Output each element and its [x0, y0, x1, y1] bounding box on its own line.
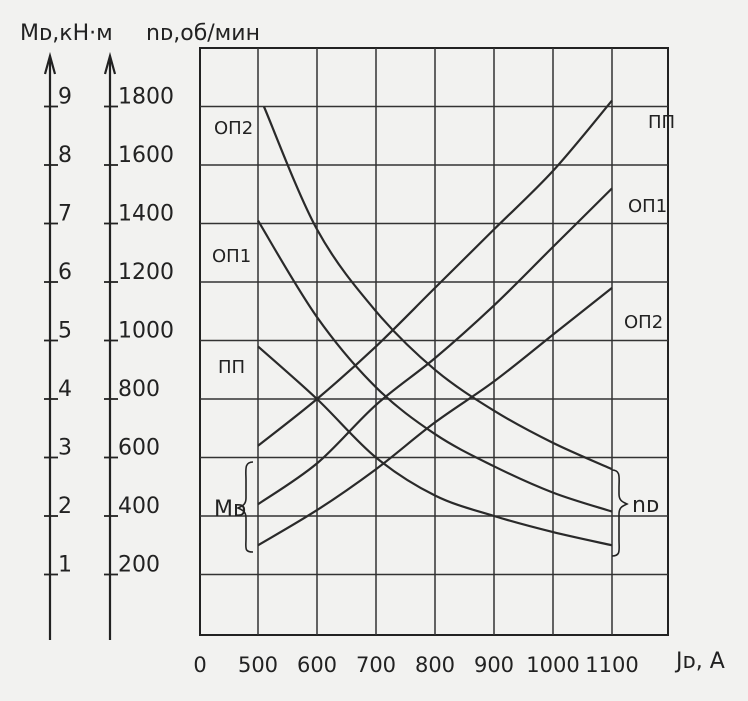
- x-tick-label: 0: [193, 653, 206, 677]
- x-tick-label: 600: [297, 653, 337, 677]
- torque-tick-label: 5: [58, 319, 72, 344]
- torque-axis-arrow: [43, 51, 57, 75]
- torque-series-label-op1: ОП1: [628, 196, 667, 217]
- grid: [199, 47, 669, 636]
- speed-tick-label: 200: [118, 553, 160, 578]
- speed-tick-label: 1200: [118, 260, 174, 285]
- speed-series-label-pp: ПП: [218, 357, 245, 378]
- torque-curve-op2: [257, 287, 613, 547]
- torque-series-label-op2: ОП2: [624, 312, 663, 333]
- torque-tick-label: 8: [58, 143, 72, 168]
- curves: [257, 99, 613, 547]
- speed-series-label-op1: ОП1: [212, 246, 251, 267]
- torque-tick-label: 6: [58, 260, 72, 285]
- torque-axis-title: Mᴅ,кН·м: [20, 21, 113, 46]
- speed-group-bracket: [611, 469, 629, 557]
- speed-series-label-op2: ОП2: [214, 118, 253, 139]
- x-tick-label: 900: [474, 653, 514, 677]
- torque-tick-label: 1: [58, 553, 72, 578]
- speed-tick-label: 1000: [118, 319, 174, 344]
- speed-tick-label: 1600: [118, 143, 174, 168]
- speed-group-label: nᴅ: [632, 493, 659, 518]
- speed-tick-label: 800: [118, 377, 160, 402]
- torque-tick-label: 3: [58, 436, 72, 461]
- torque-group-label: Mᴅ: [214, 497, 246, 522]
- torque-curve-op1: [257, 187, 613, 506]
- speed-tick-label: 400: [118, 494, 160, 519]
- x-tick-label: 700: [356, 653, 396, 677]
- torque-tick-label: 9: [58, 85, 72, 110]
- torque-tick-label: 7: [58, 202, 72, 227]
- x-tick-label: 800: [415, 653, 455, 677]
- speed-tick-label: 1400: [118, 202, 174, 227]
- torque-tick-label: 4: [58, 377, 72, 402]
- speed-curve-op2: [262, 106, 613, 471]
- speed-axis-title: nᴅ,об/мин: [146, 21, 260, 46]
- speed-curve-op1: [257, 220, 613, 513]
- torque-group-bracket: [236, 461, 254, 553]
- speed-axis-arrow: [103, 51, 117, 75]
- axes: [43, 51, 629, 640]
- x-axis-title: Jᴅ, A: [674, 649, 725, 674]
- speed-curve-pp: [257, 345, 613, 547]
- speed-tick-label: 1800: [118, 85, 174, 110]
- plot-border: [199, 47, 669, 636]
- x-tick-label: 500: [238, 653, 278, 677]
- torque-series-label-pp: ПП: [648, 112, 675, 133]
- labels: 1 2 3 4 5 6 7 8 9 200 400 600 800 1000 1200 1400 1600 180…: [20, 21, 725, 677]
- speed-tick-label: 600: [118, 436, 160, 461]
- x-tick-label: 1000: [526, 653, 579, 677]
- x-tick-label: 1100: [585, 653, 638, 677]
- torque-tick-label: 2: [58, 494, 72, 519]
